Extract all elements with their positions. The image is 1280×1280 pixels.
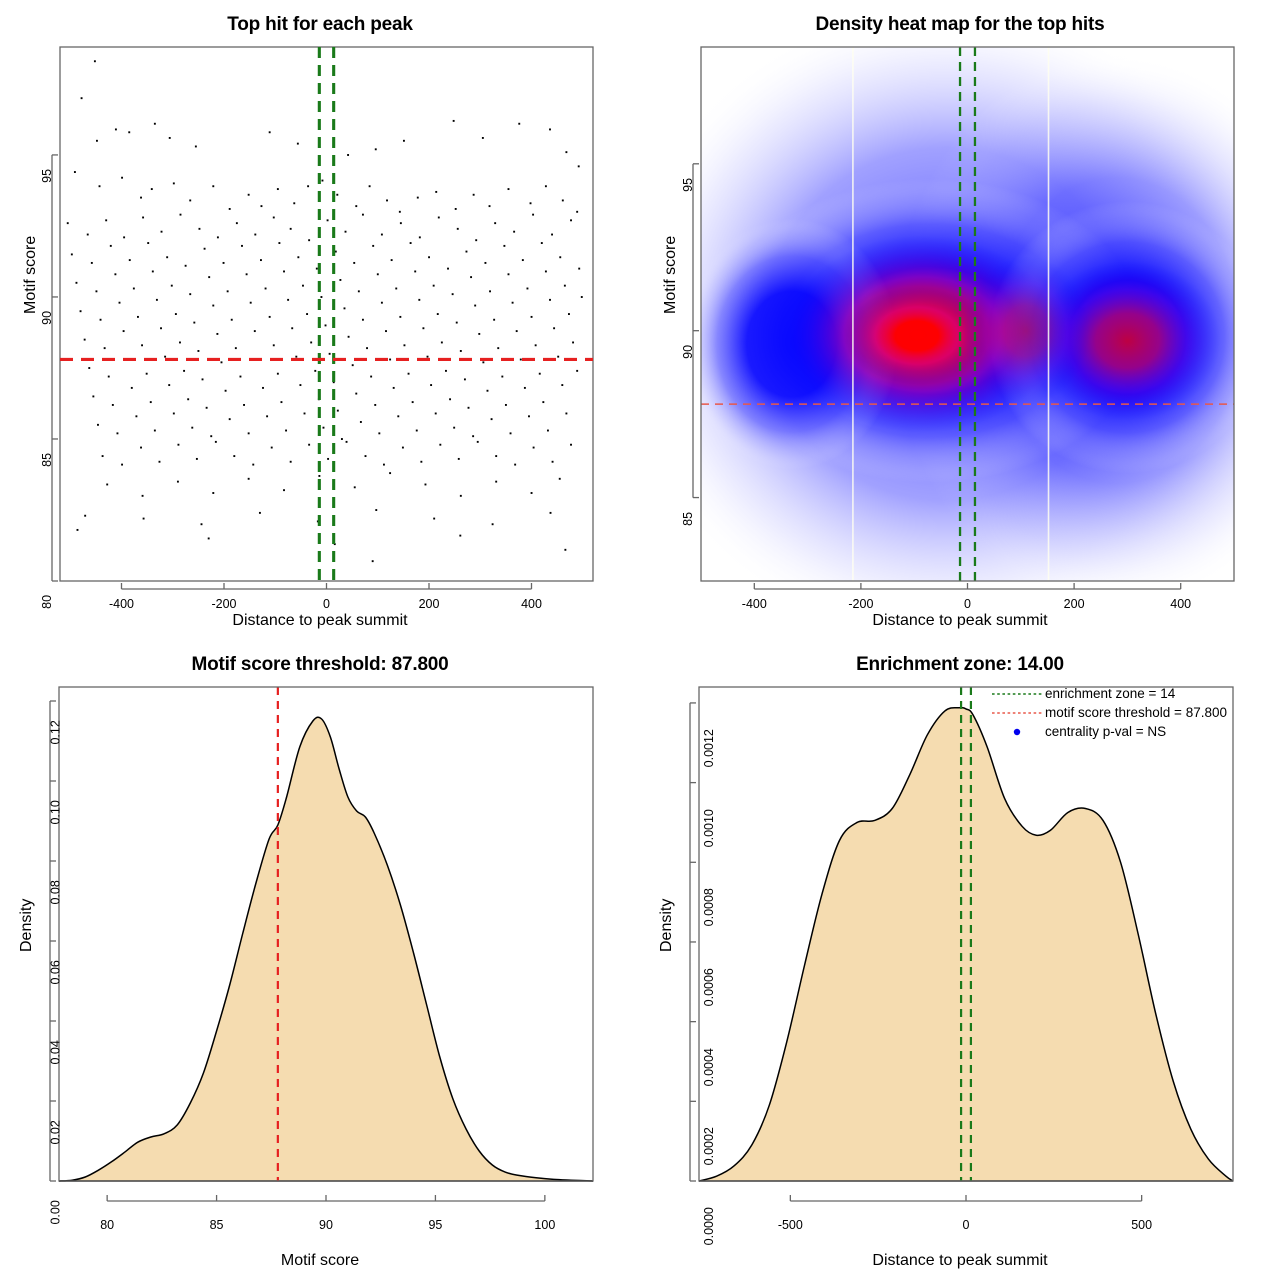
x-tick-label: 90: [319, 1218, 333, 1232]
y-tick-label: 95: [39, 168, 54, 183]
dotted-line-green-icon: [989, 689, 1045, 699]
x-axis-title-top-left: Distance to peak summit: [232, 612, 408, 629]
y-tick-label: 85: [680, 511, 695, 526]
x-axis-title-bottom-left: Motif score: [280, 1252, 360, 1269]
x-tick-label: -400: [108, 597, 135, 611]
distance-density-plot-area: [689, 686, 1234, 1202]
y-tick-label: 95: [680, 177, 695, 192]
y-axis-title-top-left: Motif score: [22, 235, 39, 314]
y-tick-label: 0.06: [48, 960, 63, 985]
panel-title-enrichment-zone: Enrichment zone: 14.00: [856, 654, 1064, 675]
y-axis-title-bottom-left: Density: [18, 898, 35, 952]
legend-item: motif score threshold = 87.800: [989, 703, 1227, 722]
y-tick-label: 0.0004: [702, 1047, 717, 1086]
x-tick-label: 80: [100, 1218, 115, 1232]
filled-circle-blue-icon: [989, 727, 1045, 737]
y-tick-label: 90: [680, 344, 695, 359]
x-tick-label: 0: [962, 1218, 970, 1232]
x-tick-label: 0: [964, 597, 971, 611]
x-tick-label: 100: [534, 1218, 556, 1232]
legend-item: centrality p-val = NS: [989, 722, 1227, 741]
y-tick-label: 0.04: [48, 1040, 63, 1065]
x-tick-label: 95: [428, 1218, 443, 1232]
y-tick-label: 0.12: [48, 720, 63, 745]
y-tick-label: 0.10: [48, 800, 63, 825]
x-tick-label: 200: [418, 597, 440, 611]
x-tick-label: 400: [521, 597, 542, 611]
legend-label-enrichment-zone: enrichment zone = 14: [1045, 686, 1176, 701]
legend-label-centrality-pval: centrality p-val = NS: [1045, 724, 1167, 739]
panel-top-hit-scatter: Top hit for each peak Distance to peak s…: [0, 0, 640, 640]
y-tick-label: 80: [39, 594, 54, 609]
panel-distance-density: Enrichment zone: 14.00 Distance to peak …: [640, 640, 1280, 1280]
x-tick-label: 500: [1131, 1218, 1153, 1232]
x-axis-title-top-right: Distance to peak summit: [872, 612, 1048, 629]
heatmap-plot-area: [692, 46, 1235, 590]
motif-density-plot-area: [49, 686, 594, 1202]
x-axis-title-bottom-right: Distance to peak summit: [872, 1252, 1048, 1269]
x-tick-label: -200: [211, 597, 237, 611]
x-tick-label: -400: [741, 597, 767, 611]
panel-title-heatmap: Density heat map for the top hits: [815, 14, 1105, 35]
legend-item: enrichment zone = 14: [989, 684, 1227, 703]
scatter-plot-area: [51, 46, 594, 590]
y-tick-label: 0.02: [48, 1120, 63, 1145]
x-tick-label: 400: [1170, 597, 1192, 611]
y-tick-label: 85: [39, 452, 54, 467]
panel-title-top-hit: Top hit for each peak: [227, 14, 413, 35]
y-axis-title-bottom-right: Density: [658, 898, 675, 952]
x-tick-label: 85: [209, 1218, 224, 1232]
x-tick-label: -500: [777, 1218, 803, 1232]
y-tick-label: 0.00: [48, 1200, 63, 1225]
y-axis-title-top-right: Motif score: [662, 235, 679, 314]
y-tick-label: 0.0006: [702, 968, 717, 1007]
y-tick-label: 90: [39, 310, 54, 325]
dotted-line-red-icon: [989, 708, 1045, 718]
panel-title-motif-threshold: Motif score threshold: 87.800: [191, 654, 449, 675]
y-tick-label: 0.0010: [702, 808, 717, 847]
x-tick-label: 0: [323, 597, 330, 611]
x-tick-label: -200: [848, 597, 874, 611]
legend-enrichment: enrichment zone = 14 motif score thresho…: [989, 684, 1227, 741]
y-tick-label: 0.0008: [702, 888, 717, 927]
legend-label-motif-threshold: motif score threshold = 87.800: [1045, 705, 1227, 720]
y-tick-label: 0.08: [48, 880, 63, 905]
y-tick-label: 0.0012: [702, 729, 717, 768]
x-tick-label: 200: [1063, 597, 1085, 611]
y-tick-label: 0.0002: [702, 1127, 717, 1166]
panel-density-heatmap: Density heat map for the top hits Distan…: [640, 0, 1280, 640]
y-tick-label: 0.0000: [702, 1207, 717, 1246]
panel-motif-score-density: Motif score threshold: 87.800 Motif scor…: [0, 640, 640, 1280]
